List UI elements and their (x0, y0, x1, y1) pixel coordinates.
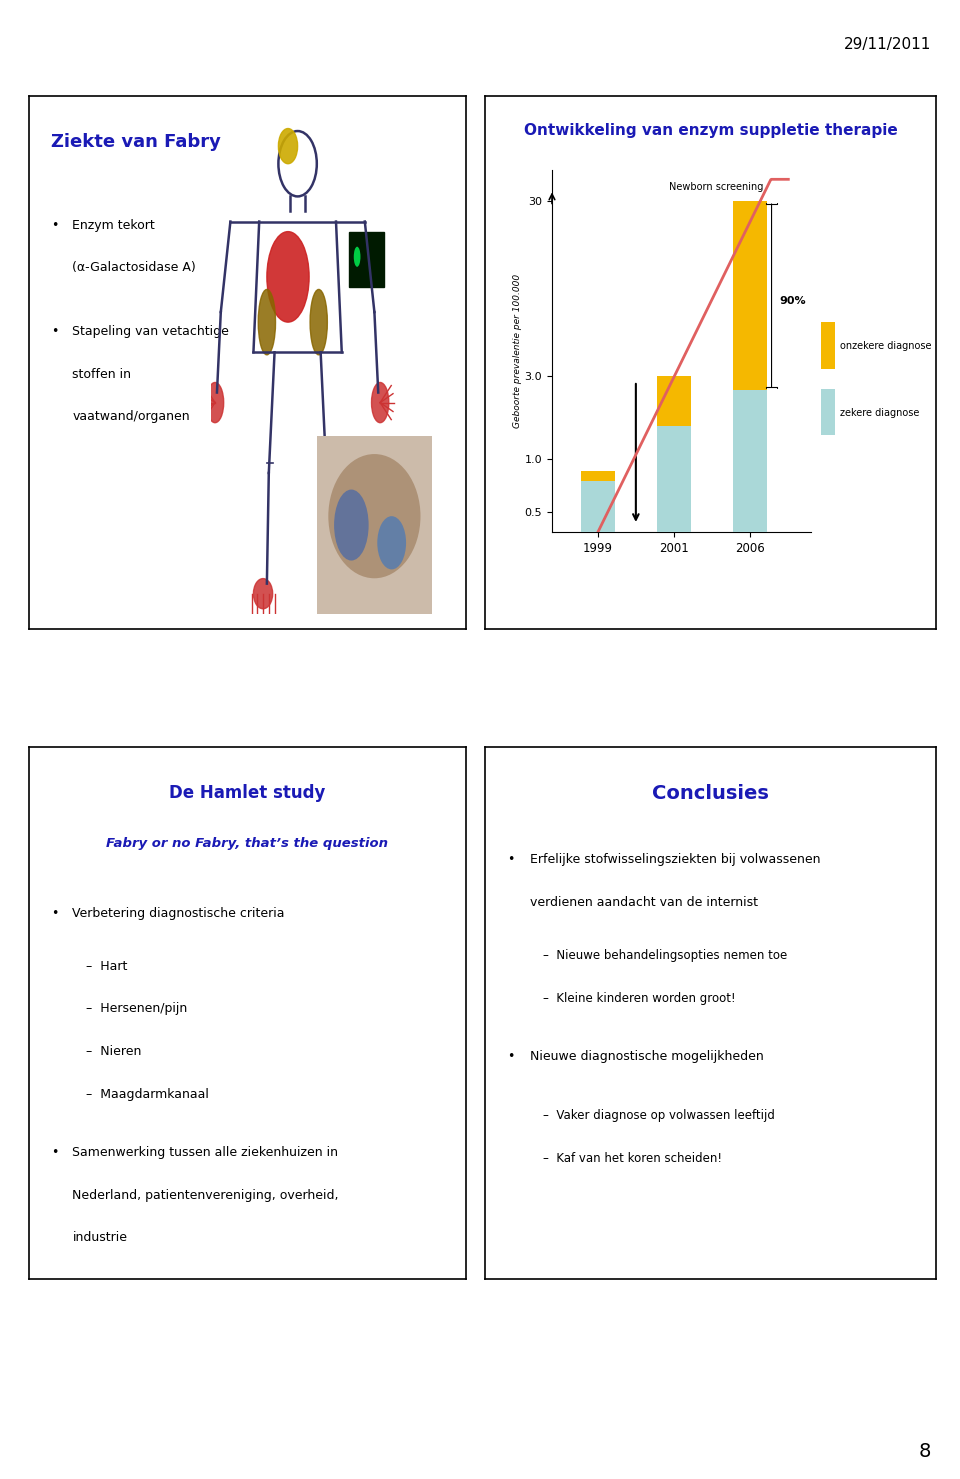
Text: stoffen in: stoffen in (72, 368, 132, 380)
Text: –  Vaker diagnose op volwassen leeftijd: – Vaker diagnose op volwassen leeftijd (543, 1109, 776, 1123)
Bar (821, 322, 835, 368)
Ellipse shape (321, 578, 340, 609)
Bar (581, 481, 615, 1479)
Text: Conclusies: Conclusies (652, 784, 769, 803)
Ellipse shape (310, 290, 327, 355)
Text: 90%: 90% (780, 296, 805, 306)
Text: Erfelijke stofwisselingsziekten bij volwassenen: Erfelijke stofwisselingsziekten bij volw… (530, 853, 821, 867)
Text: industrie: industrie (72, 1232, 128, 1244)
Text: zekere diagnose: zekere diagnose (840, 408, 920, 417)
Text: –  Kaf van het koren scheiden!: – Kaf van het koren scheiden! (543, 1152, 723, 1164)
Bar (349, 232, 384, 287)
Ellipse shape (267, 232, 309, 322)
Ellipse shape (353, 247, 361, 266)
Ellipse shape (377, 516, 406, 569)
Text: Enzym tekort: Enzym tekort (72, 219, 156, 232)
Text: Nieuwe diagnostische mogelijkheden: Nieuwe diagnostische mogelijkheden (530, 1050, 763, 1063)
Text: Ziekte van Fabry: Ziekte van Fabry (51, 133, 221, 151)
Bar (733, 389, 767, 1479)
Bar (657, 426, 691, 1479)
Ellipse shape (253, 578, 273, 609)
Text: Verbetering diagnostische criteria: Verbetering diagnostische criteria (72, 907, 285, 920)
Text: vaatwand/organen: vaatwand/organen (72, 410, 190, 423)
Text: •: • (507, 1050, 515, 1063)
Text: –  Nieuwe behandelingsopties nemen toe: – Nieuwe behandelingsopties nemen toe (543, 950, 788, 963)
Text: Stapeling van vetachtige: Stapeling van vetachtige (72, 325, 229, 339)
Text: •: • (51, 219, 58, 232)
Text: Fabry or no Fabry, that’s the question: Fabry or no Fabry, that’s the question (107, 837, 388, 850)
Bar (657, 376, 691, 426)
Text: 8: 8 (919, 1442, 931, 1461)
Text: onzekere diagnose: onzekere diagnose (840, 342, 931, 351)
Bar (821, 389, 835, 435)
Ellipse shape (372, 383, 389, 423)
Text: •: • (507, 853, 515, 867)
Text: –  Nieren: – Nieren (85, 1046, 141, 1057)
Y-axis label: Geboorte prevalentie per 100.000: Geboorte prevalentie per 100.000 (513, 274, 522, 429)
Text: Samenwerking tussen alle ziekenhuizen in: Samenwerking tussen alle ziekenhuizen in (72, 1146, 339, 1160)
Ellipse shape (334, 490, 369, 561)
Text: Ontwikkeling van enzym suppletie therapie: Ontwikkeling van enzym suppletie therapi… (523, 123, 898, 138)
Text: •: • (51, 1146, 58, 1160)
Ellipse shape (328, 454, 420, 578)
Text: Newborn screening: Newborn screening (669, 182, 763, 192)
Text: –  Kleine kinderen worden groot!: – Kleine kinderen worden groot! (543, 992, 736, 1004)
Text: 29/11/2011: 29/11/2011 (844, 37, 931, 52)
Bar (733, 201, 767, 389)
Text: •: • (51, 325, 58, 339)
Text: –  Hersenen/pijn: – Hersenen/pijn (85, 1003, 187, 1016)
Text: Nederland, patientenvereniging, overheid,: Nederland, patientenvereniging, overheid… (72, 1189, 339, 1202)
Ellipse shape (206, 383, 224, 423)
Ellipse shape (258, 290, 276, 355)
Ellipse shape (278, 129, 298, 164)
Text: •: • (51, 907, 58, 920)
Bar (581, 472, 615, 481)
Text: De Hamlet study: De Hamlet study (169, 784, 325, 802)
Text: –  Maagdarmkanaal: – Maagdarmkanaal (85, 1087, 208, 1100)
Text: (α-Galactosidase A): (α-Galactosidase A) (72, 262, 196, 274)
Text: –  Hart: – Hart (85, 960, 127, 973)
Text: verdienen aandacht van de internist: verdienen aandacht van de internist (530, 896, 758, 910)
